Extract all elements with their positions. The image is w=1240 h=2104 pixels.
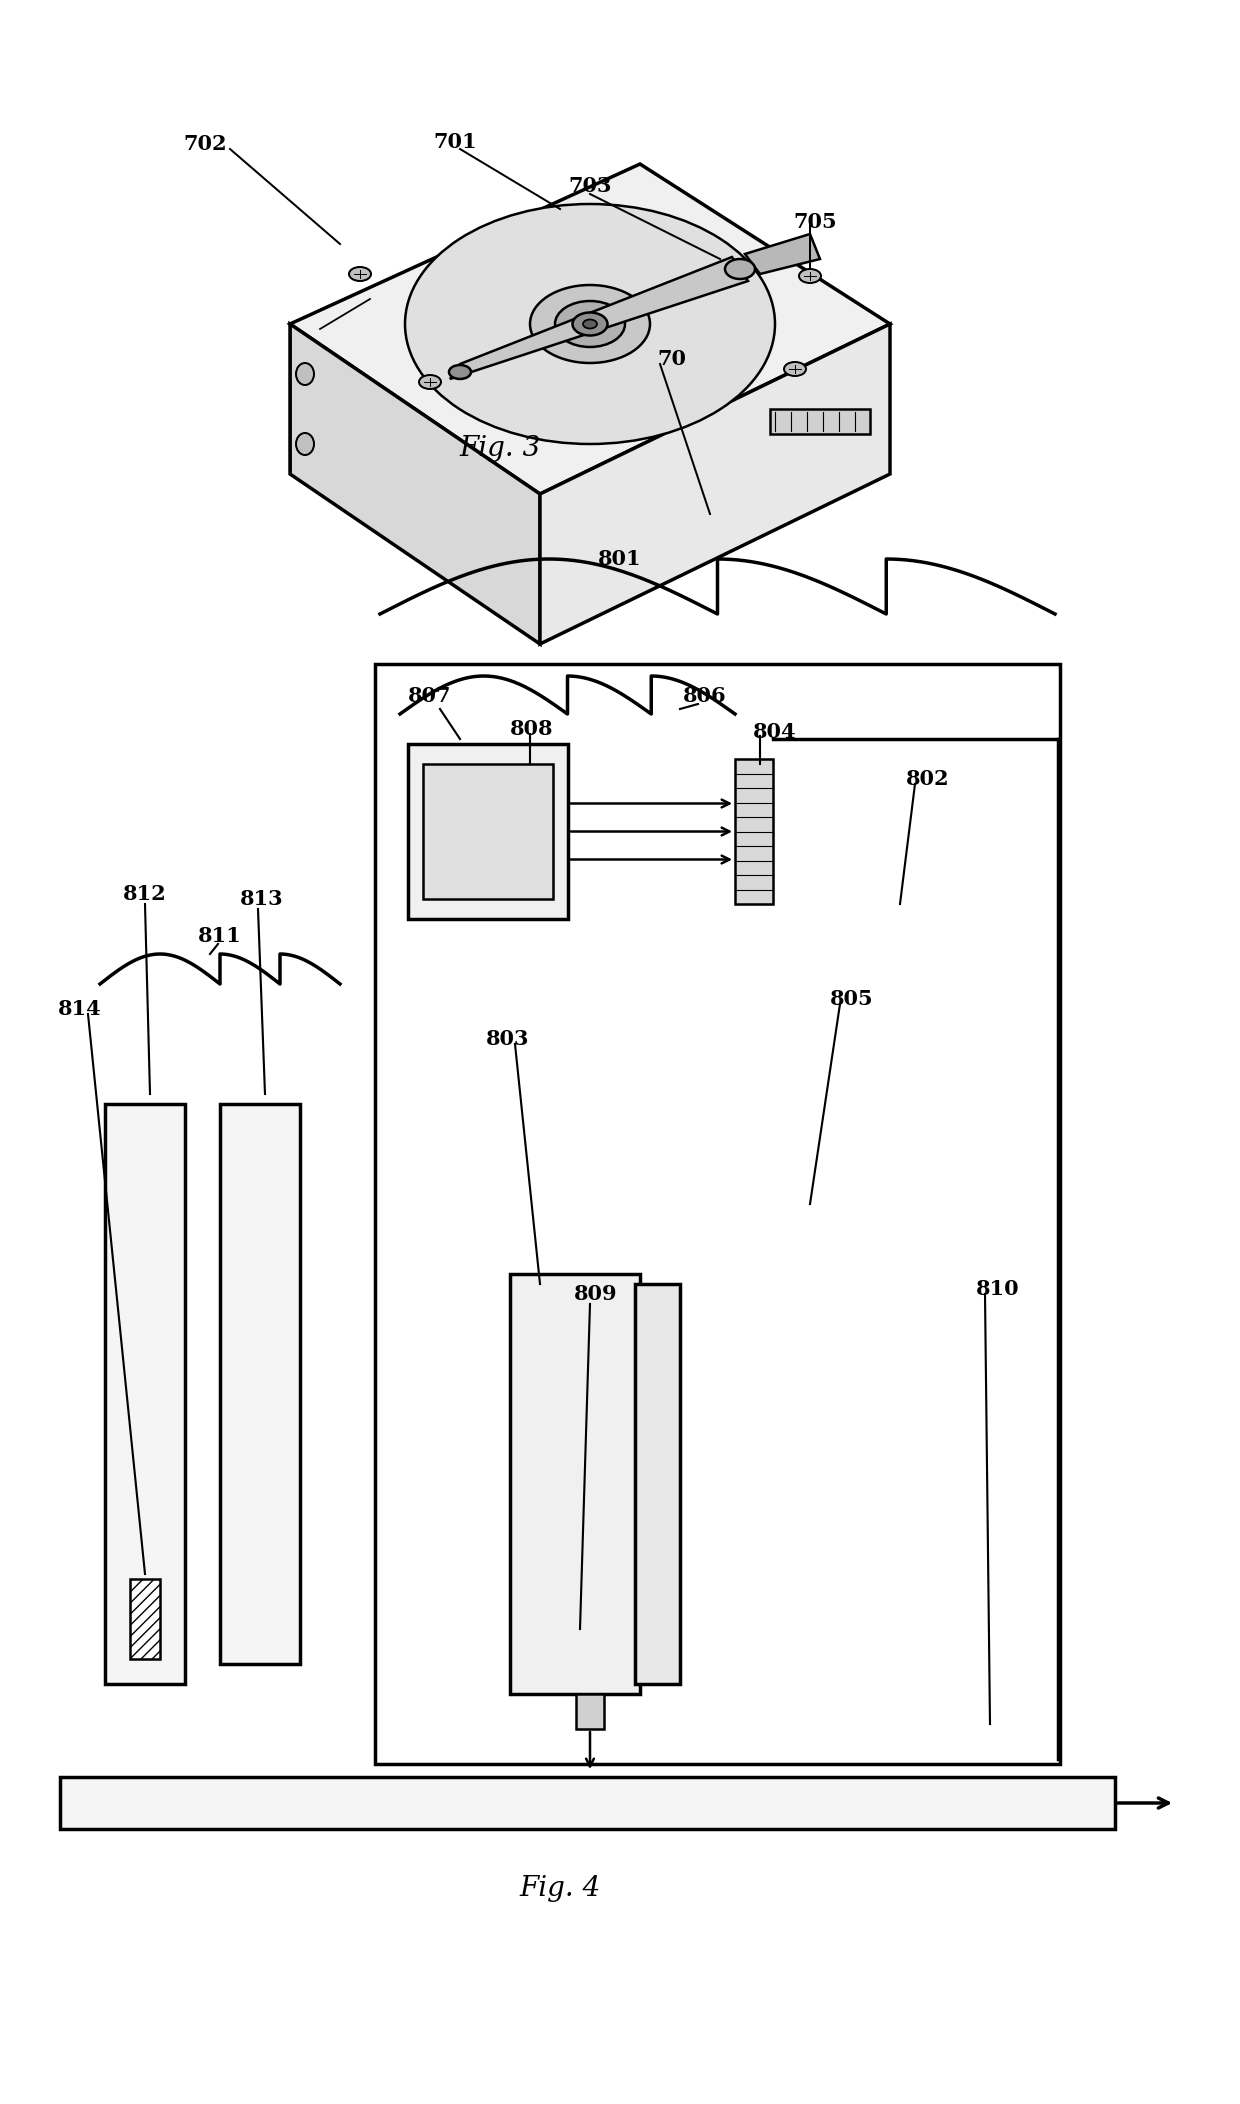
Text: 801: 801: [598, 549, 642, 568]
Polygon shape: [450, 257, 748, 379]
Polygon shape: [539, 324, 890, 644]
Bar: [105, 1105, 185, 1683]
Ellipse shape: [583, 320, 596, 328]
Text: 803: 803: [486, 1029, 529, 1050]
Text: 70: 70: [657, 349, 687, 368]
Text: 809: 809: [574, 1283, 618, 1304]
Ellipse shape: [296, 433, 314, 454]
Text: 807: 807: [408, 686, 451, 707]
Text: 705: 705: [794, 213, 837, 231]
Bar: [735, 760, 773, 905]
Ellipse shape: [799, 269, 821, 284]
Text: 701: 701: [433, 133, 477, 151]
Polygon shape: [290, 324, 539, 644]
Text: 806: 806: [683, 686, 727, 707]
Text: 804: 804: [753, 722, 797, 743]
Ellipse shape: [725, 259, 755, 280]
Ellipse shape: [573, 313, 608, 335]
Bar: [423, 764, 553, 898]
Ellipse shape: [784, 362, 806, 377]
Polygon shape: [290, 164, 890, 494]
Bar: [770, 408, 870, 433]
Text: 808: 808: [510, 720, 554, 739]
Bar: [130, 1578, 160, 1658]
Text: Fig. 3: Fig. 3: [459, 436, 541, 463]
Text: 814: 814: [58, 999, 102, 1018]
Ellipse shape: [419, 375, 441, 389]
Bar: [635, 1283, 680, 1683]
Text: 702: 702: [184, 135, 227, 154]
Text: 813: 813: [241, 890, 284, 909]
Text: Fig. 4: Fig. 4: [520, 1875, 600, 1902]
Text: 812: 812: [123, 884, 167, 905]
Ellipse shape: [405, 204, 775, 444]
Text: 811: 811: [198, 926, 242, 947]
Polygon shape: [745, 234, 820, 274]
Ellipse shape: [529, 284, 650, 364]
Text: 805: 805: [831, 989, 874, 1010]
Bar: [577, 1694, 604, 1729]
Bar: [60, 1778, 1115, 1828]
Bar: [408, 745, 568, 919]
Text: 810: 810: [976, 1279, 1019, 1298]
Bar: [219, 1105, 300, 1664]
Ellipse shape: [449, 364, 471, 379]
Ellipse shape: [556, 301, 625, 347]
Bar: [374, 665, 1060, 1763]
Ellipse shape: [296, 364, 314, 385]
Ellipse shape: [348, 267, 371, 282]
Text: 802: 802: [906, 768, 950, 789]
Text: 703: 703: [568, 177, 611, 196]
Bar: [510, 1275, 640, 1694]
